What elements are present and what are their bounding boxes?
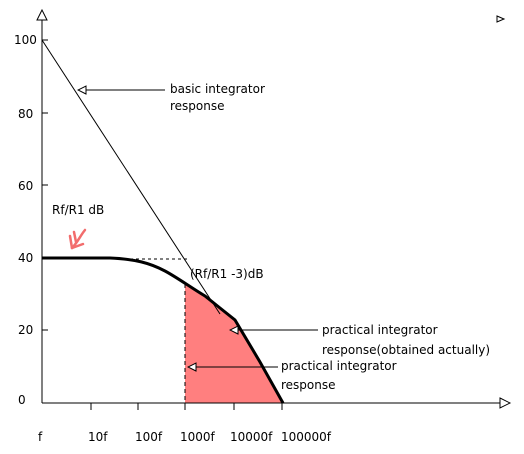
x-tick-label: 10000f <box>230 430 273 444</box>
basic-integrator-line <box>41 39 221 315</box>
x-tick-label: 1000f <box>180 430 216 444</box>
y-axis-arrow <box>36 8 48 21</box>
shaded-region <box>185 283 283 403</box>
x-tick-label: 10f <box>88 430 108 444</box>
y-tick-label: 0 <box>18 393 26 407</box>
red-arrow-icon <box>68 228 87 250</box>
basic-integrator-label: basic integrator <box>170 82 265 96</box>
practical-integrator-label-line2: response(obtained actually) <box>322 343 490 357</box>
y-tick-label: 100 <box>14 33 37 47</box>
shaded-region-label-line2: response <box>281 378 336 392</box>
basic-integrator-label-line2: response <box>170 99 225 113</box>
rf-r1-db-label: Rf/R1 dB <box>52 203 104 217</box>
shaded-region-label: practical integrator <box>281 359 397 373</box>
practical-integrator-label: practical integrator <box>322 323 438 337</box>
x-axis-arrow <box>499 397 512 409</box>
x-tick-label: f <box>38 430 43 444</box>
x-tick-label: 100f <box>135 430 163 444</box>
y-tick-label: 40 <box>18 251 33 265</box>
y-tick-label: 20 <box>18 323 33 337</box>
y-tick-label: 60 <box>18 179 33 193</box>
corner-arrow <box>496 15 506 23</box>
minus3db-label: (Rf/R1 -3)dB <box>190 267 264 281</box>
x-tick-label: 100000f <box>281 430 332 444</box>
practical-integrator-curve <box>42 256 285 404</box>
y-tick-label: 80 <box>18 107 33 121</box>
